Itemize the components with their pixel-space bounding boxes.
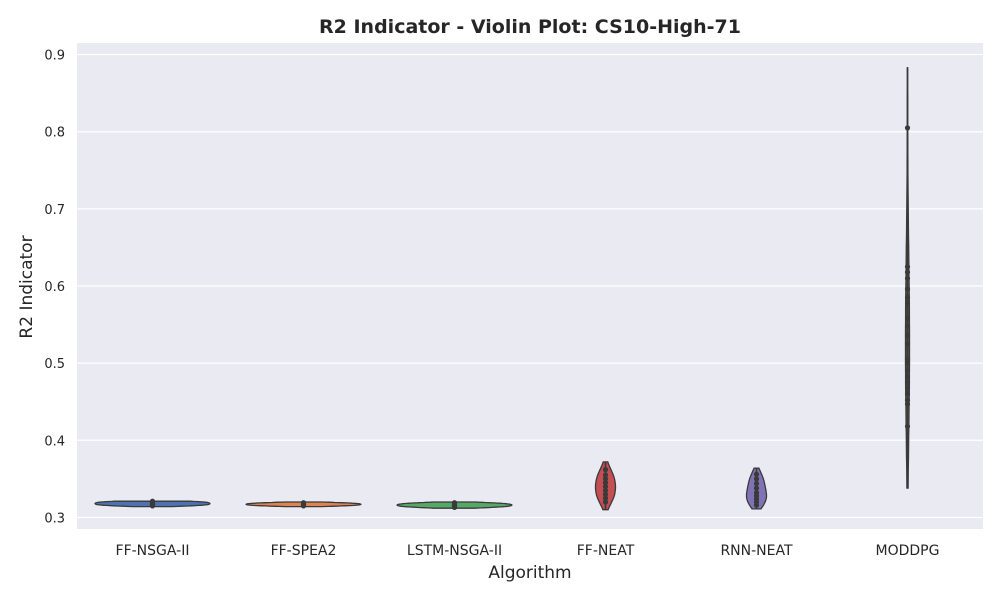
data-point — [904, 368, 911, 374]
grid-lines — [77, 53, 983, 519]
data-point — [753, 485, 760, 491]
y-tick-label: 0.9 — [44, 49, 65, 64]
data-point — [753, 476, 760, 482]
x-tick-label: RNN-NEAT — [720, 543, 793, 559]
chart-title: R2 Indicator - Violin Plot: CS10-High-71 — [319, 16, 741, 38]
data-point — [602, 467, 609, 473]
data-point — [904, 269, 911, 275]
data-point — [602, 499, 609, 505]
y-tick-label: 0.3 — [44, 511, 65, 526]
data-point — [602, 495, 609, 501]
data-point — [602, 480, 609, 486]
data-point — [904, 323, 911, 329]
data-point — [904, 300, 911, 306]
data-point — [904, 275, 911, 281]
data-point — [904, 374, 911, 380]
x-axis-label: Algorithm — [488, 563, 571, 583]
data-point — [904, 294, 911, 301]
data-point — [451, 500, 458, 506]
y-tick-label: 0.8 — [44, 126, 65, 141]
x-tick-label: FF-NEAT — [577, 543, 635, 559]
data-point — [753, 490, 760, 496]
data-point — [602, 472, 609, 478]
data-point — [904, 332, 911, 338]
x-tick-label: FF-NSGA-II — [116, 543, 190, 559]
data-point — [149, 498, 156, 504]
data-point — [904, 356, 911, 362]
data-point — [904, 385, 911, 391]
data-point — [602, 476, 609, 482]
y-tick-labels: 0.3 0.4 0.5 0.6 0.7 0.8 0.9 — [44, 49, 65, 527]
y-tick-label: 0.4 — [44, 434, 65, 449]
y-axis-label: R2 Indicator — [17, 235, 37, 338]
data-point — [753, 471, 760, 477]
data-point — [904, 264, 911, 270]
data-point — [904, 125, 911, 131]
data-point — [904, 341, 911, 347]
data-point — [904, 286, 911, 292]
data-point — [904, 391, 911, 397]
data-point — [300, 500, 307, 506]
x-tick-label: MODDPG — [876, 543, 940, 559]
data-point — [602, 491, 609, 497]
x-tick-label: LSTM-NSGA-II — [407, 543, 502, 559]
violins — [94, 67, 911, 511]
data-point — [602, 487, 609, 494]
x-tick-label: FF-SPEA2 — [271, 543, 337, 559]
data-point — [904, 379, 911, 386]
data-point — [753, 480, 760, 487]
data-point — [904, 315, 911, 321]
y-tick-label: 0.6 — [44, 280, 65, 295]
data-point — [602, 483, 609, 490]
y-tick-label: 0.7 — [44, 203, 65, 218]
data-point — [904, 401, 911, 407]
y-tick-label: 0.5 — [44, 357, 65, 372]
data-point — [904, 397, 911, 403]
data-point — [904, 360, 911, 366]
x-tick-labels: FF-NSGA-II FF-SPEA2 LSTM-NSGA-II FF-NEAT RNN… — [116, 543, 940, 559]
data-point — [904, 423, 911, 429]
